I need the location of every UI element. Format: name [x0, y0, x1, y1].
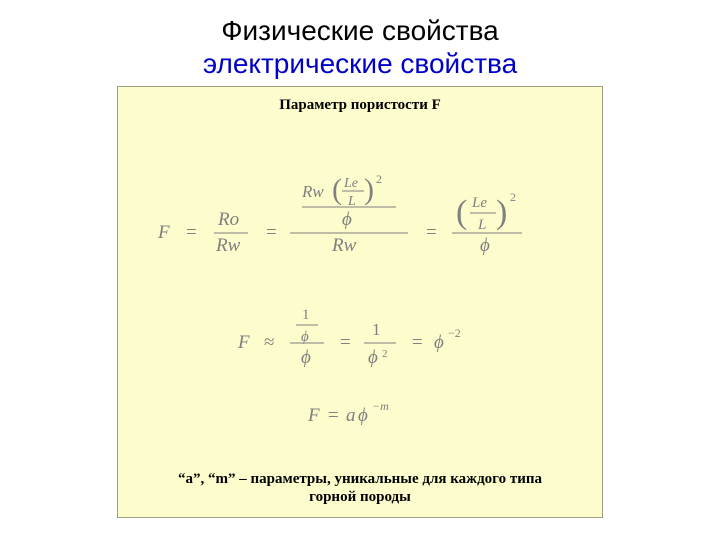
svg-text:F: F: [157, 222, 170, 243]
panel-footer: “a”, “m” – параметры, уникальные для каж…: [118, 470, 602, 508]
svg-text:F: F: [307, 405, 320, 426]
svg-text:=: =: [266, 222, 277, 243]
svg-text:2: 2: [376, 172, 382, 186]
svg-text:−m: −m: [372, 399, 389, 413]
svg-text:=: =: [186, 222, 197, 243]
svg-text:Ro: Ro: [217, 209, 239, 230]
footer-line1: “a”, “m” – параметры, уникальные для каж…: [118, 470, 602, 489]
svg-text:Le: Le: [343, 176, 358, 191]
formula-svg: F = Ro Rw = Rw ϕ: [118, 143, 604, 453]
svg-text:=: =: [340, 332, 351, 353]
svg-text:−2: −2: [448, 326, 461, 340]
svg-text:L: L: [477, 217, 486, 233]
svg-text:ϕ: ϕ: [434, 332, 444, 353]
title-line2: электрические свойства: [0, 47, 720, 80]
svg-text:ϕ: ϕ: [301, 329, 309, 345]
svg-text:ϕ: ϕ: [301, 347, 311, 368]
svg-text:(: (: [332, 173, 342, 206]
svg-text:F: F: [237, 332, 250, 353]
svg-text:Rw: Rw: [215, 235, 241, 256]
svg-text:a: a: [346, 405, 356, 426]
svg-text:≈: ≈: [264, 332, 274, 353]
svg-text:ϕ: ϕ: [480, 235, 490, 256]
svg-text:ϕ: ϕ: [368, 347, 378, 368]
slide-title: Физические свойства электрические свойст…: [0, 14, 720, 80]
svg-text:): ): [496, 194, 507, 231]
svg-text:2: 2: [510, 190, 516, 204]
svg-text:(: (: [456, 194, 467, 231]
panel-title: Параметр пористости F: [132, 97, 588, 114]
title-line1: Физические свойства: [0, 14, 720, 47]
svg-text:L: L: [347, 194, 356, 209]
svg-text:=: =: [412, 332, 423, 353]
svg-text:Rw: Rw: [301, 182, 324, 201]
svg-text:=: =: [426, 222, 437, 243]
svg-text:=: =: [328, 405, 339, 426]
svg-text:1: 1: [302, 307, 310, 323]
svg-text:Rw: Rw: [331, 235, 357, 256]
formula-area: F = Ro Rw = Rw ϕ: [118, 143, 602, 457]
svg-text:ϕ: ϕ: [358, 405, 368, 426]
svg-text:): ): [364, 173, 374, 206]
svg-text:ϕ: ϕ: [342, 209, 352, 230]
slide: Физические свойства электрические свойст…: [0, 0, 720, 540]
formula-panel: Параметр пористости F F = Ro Rw =: [117, 86, 603, 518]
footer-line2: горной породы: [118, 488, 602, 507]
svg-text:2: 2: [382, 348, 388, 360]
svg-text:1: 1: [372, 320, 381, 339]
svg-text:Le: Le: [471, 195, 487, 211]
